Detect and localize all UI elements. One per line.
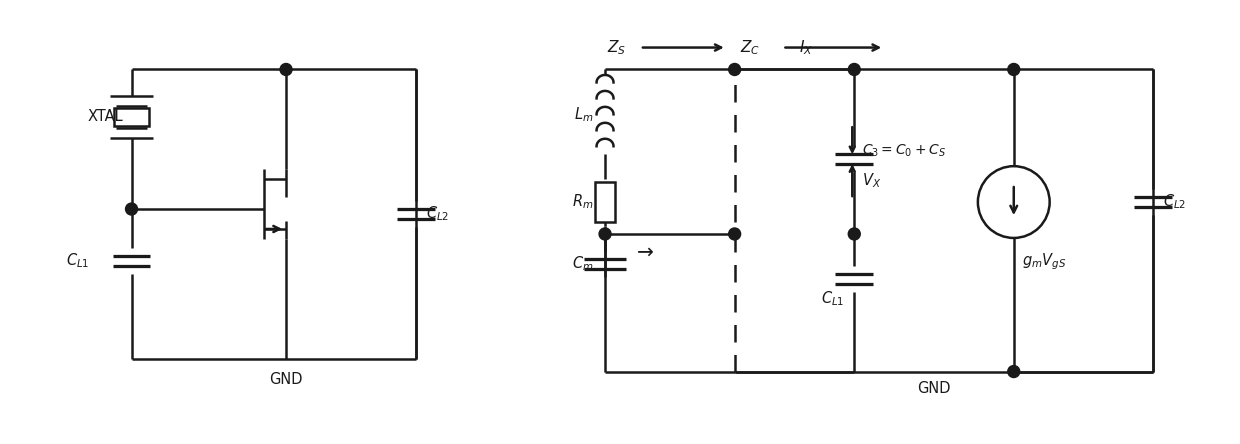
Text: $R_m$: $R_m$	[572, 193, 593, 211]
Circle shape	[1008, 63, 1019, 75]
Circle shape	[729, 228, 740, 240]
Text: $C_{L2}$: $C_{L2}$	[425, 205, 449, 223]
Bar	[595, 182, 615, 222]
Text: GND: GND	[269, 372, 303, 387]
Bar	[114, 108, 150, 126]
Text: $Z_C$: $Z_C$	[739, 38, 760, 56]
Text: $C_{L1}$: $C_{L1}$	[821, 289, 844, 308]
Circle shape	[125, 203, 138, 215]
Circle shape	[978, 166, 1049, 238]
Text: $C_{L2}$: $C_{L2}$	[1163, 193, 1187, 211]
Text: GND: GND	[918, 381, 951, 396]
Text: $C_{L1}$: $C_{L1}$	[66, 252, 89, 270]
Text: $\rightarrow$: $\rightarrow$	[632, 242, 655, 261]
Circle shape	[280, 63, 293, 75]
Circle shape	[599, 228, 611, 240]
Text: $V_X$: $V_X$	[862, 172, 882, 190]
Circle shape	[1008, 365, 1019, 377]
Text: $I_X$: $I_X$	[800, 38, 813, 56]
Text: $C_m$: $C_m$	[572, 254, 593, 273]
Text: XTAL: XTAL	[88, 109, 124, 124]
Circle shape	[729, 63, 740, 75]
Circle shape	[848, 63, 861, 75]
Text: $Z_S$: $Z_S$	[608, 38, 626, 56]
Text: $C_3=C_0+C_S$: $C_3=C_0+C_S$	[862, 143, 946, 159]
Circle shape	[848, 228, 861, 240]
Text: $g_mV_{gS}$: $g_mV_{gS}$	[1022, 252, 1066, 272]
Text: $L_m$: $L_m$	[574, 105, 593, 124]
